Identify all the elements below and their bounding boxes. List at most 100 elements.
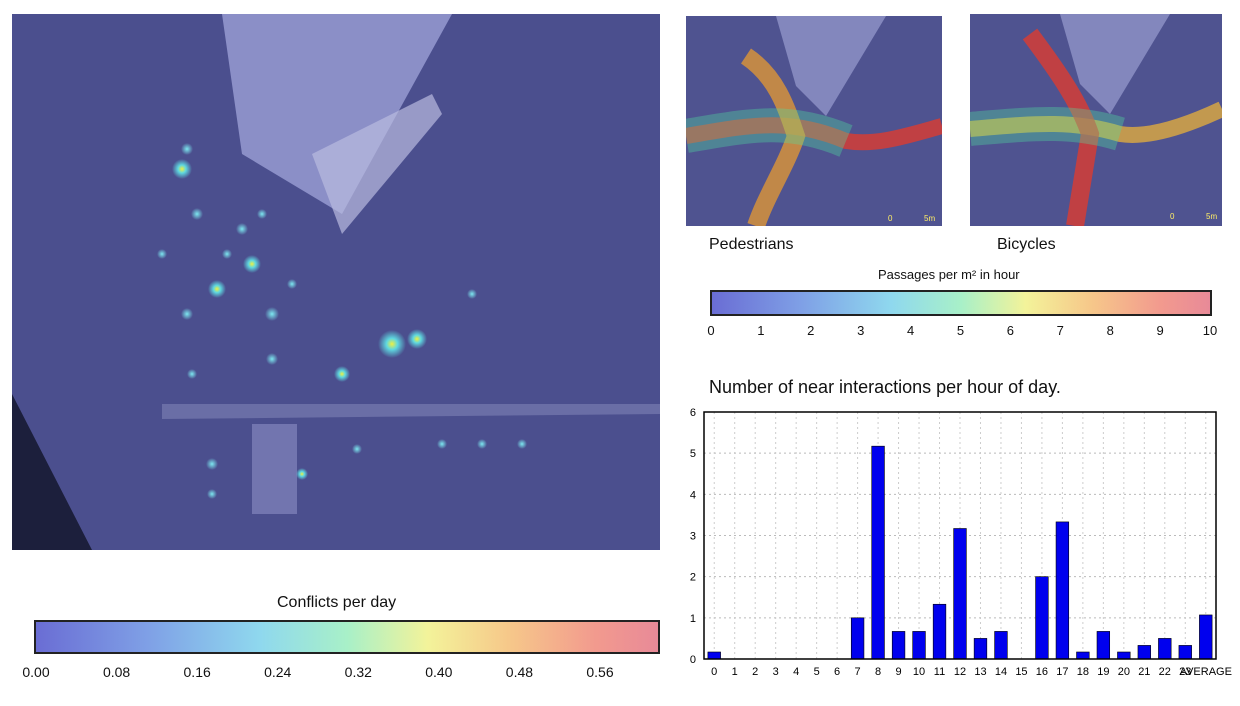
x-tick-label: 15 (1015, 666, 1027, 678)
x-tick-label: 13 (974, 666, 986, 678)
chart-title: Number of near interactions per hour of … (709, 377, 1061, 397)
bar-chart: 0 1 2 3 4 5 6 7 8 9 10 11 12 13 14 15 16 17 18 19 20 21 22 23AV… (690, 407, 1232, 678)
conflict-spot (172, 159, 192, 179)
x-tick-label: 11 (934, 666, 945, 678)
plot-frame (703, 411, 1217, 660)
bar-0 (707, 651, 721, 660)
y-tick-label: 4 (690, 489, 696, 501)
passages-tick-2: 2 (807, 323, 815, 338)
conflicts-tick-3: 0.24 (264, 664, 292, 680)
bar-22 (1158, 638, 1172, 660)
x-tick-label: 4 (793, 666, 799, 678)
conflict-spot (236, 223, 248, 235)
bar-9 (891, 631, 906, 660)
x-tick-label: 19 (1097, 666, 1109, 678)
conflicts-tick-2: 0.16 (183, 664, 211, 680)
passages-tick-3: 3 (857, 323, 865, 338)
bar-19 (1096, 631, 1111, 660)
conflict-spot (181, 143, 193, 155)
passages-tick-6: 6 (1006, 323, 1015, 338)
bar-16 (1035, 576, 1049, 660)
x-tick-label: 3 (773, 666, 779, 678)
y-tick-label: 5 (690, 448, 696, 460)
passages-colorbar-label: Passages per m² in hour (878, 267, 1020, 282)
passages-tick-8: 8 (1106, 323, 1114, 338)
conflicts-tick-7: 0.56 (586, 664, 614, 680)
conflict-spot (257, 209, 267, 219)
x-tick-label: 17 (1056, 666, 1068, 678)
bar-21 (1137, 645, 1151, 660)
conflict-spot (352, 444, 362, 454)
conflict-spot (206, 458, 218, 470)
x-tick-label: 7 (855, 666, 861, 678)
bar-11 (932, 603, 947, 660)
conflicts-tick-0: 0.00 (22, 664, 50, 680)
conflict-spot (222, 249, 232, 259)
bar-18 (1076, 651, 1090, 660)
passages-tick-7: 7 (1056, 323, 1064, 338)
bike-scale-0: 0 (1170, 212, 1175, 221)
conflict-heatmap-image (12, 14, 660, 550)
conflict-spot (191, 208, 203, 220)
conflict-spot (208, 280, 226, 298)
conflict-spot (287, 279, 297, 289)
bike-scale-5m: 5m (1206, 212, 1218, 221)
conflict-spot (517, 439, 527, 449)
passages-tick-1: 1 (757, 323, 765, 338)
conflict-heatmap-svg (12, 14, 660, 550)
conflict-spot (187, 369, 197, 379)
conflict-spot (296, 468, 308, 480)
conflict-spot (181, 308, 193, 320)
pedestrians-heatmap: 0 5m (686, 16, 942, 226)
x-tick-label: 10 (913, 666, 925, 678)
x-tick-label: 21 (1138, 666, 1150, 678)
bar-20 (1117, 651, 1131, 660)
conflict-spot (378, 330, 406, 358)
x-tick-label: 9 (895, 666, 901, 678)
x-tick-label: 8 (875, 666, 881, 678)
conflict-spot (334, 366, 350, 382)
ped-scale-0: 0 (888, 214, 893, 223)
y-tick-label: 0 (690, 654, 696, 666)
conflict-spot (265, 307, 279, 321)
conflicts-tick-1: 0.08 (102, 664, 131, 680)
pedestrians-caption: Pedestrians (709, 236, 794, 253)
bicycles-heatmap: 0 5m (970, 14, 1222, 226)
bar-17 (1055, 521, 1070, 660)
x-tick-label: 1 (732, 666, 738, 678)
corner-shadow (12, 394, 92, 550)
x-tick-label: 18 (1077, 666, 1089, 678)
conflict-spot (207, 489, 217, 499)
y-tick-label: 3 (690, 531, 696, 543)
conflicts-colorbar-label: Conflicts per day (277, 594, 397, 611)
x-tick-label: 22 (1159, 666, 1171, 678)
x-tick-label: 2 (752, 666, 758, 678)
bar-7 (850, 617, 865, 660)
bar-14 (994, 631, 1008, 660)
conflicts-colorbar (34, 620, 660, 654)
x-tick-label: 14 (995, 666, 1007, 678)
bar-AVERAGE (1199, 614, 1213, 660)
bicycles-caption: Bicycles (997, 236, 1056, 253)
x-tick-label: 12 (954, 666, 966, 678)
x-tick-label: AVERAGE (1180, 666, 1232, 678)
x-tick-label: 5 (814, 666, 820, 678)
conflicts-tick-6: 0.48 (505, 664, 534, 680)
conflict-spot (243, 255, 261, 273)
bar-10 (912, 631, 926, 660)
bar-12 (953, 528, 967, 660)
x-tick-label: 20 (1118, 666, 1130, 678)
y-tick-label: 1 (690, 613, 696, 625)
road-edge (162, 404, 660, 419)
x-tick-label: 0 (711, 666, 717, 678)
conflict-spot (407, 329, 427, 349)
conflict-spot (437, 439, 447, 449)
bar-23 (1178, 645, 1192, 660)
building-wall (312, 94, 442, 234)
passages-tick-4: 4 (906, 323, 915, 338)
passages-tick-9: 9 (1156, 323, 1164, 338)
crosswalk (252, 424, 297, 514)
conflict-spot (157, 249, 167, 259)
x-tick-label: 6 (834, 666, 840, 678)
passages-tick-5: 5 (956, 323, 965, 338)
